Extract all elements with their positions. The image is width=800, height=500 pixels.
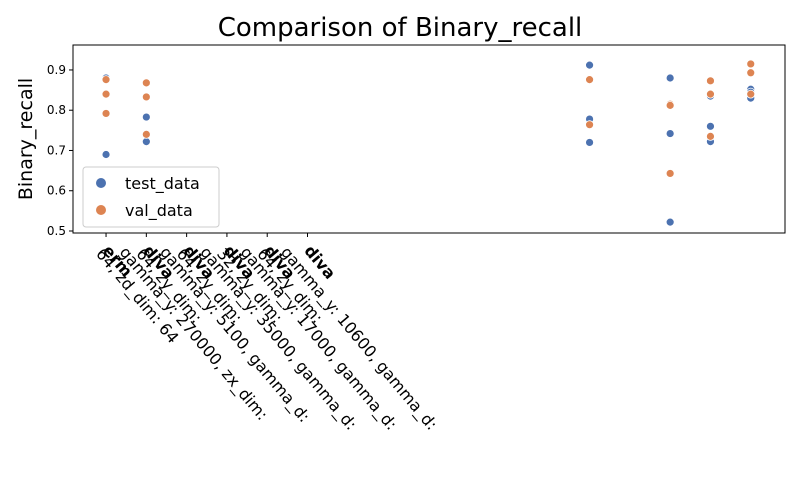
point — [585, 60, 594, 70]
point — [141, 112, 151, 122]
y-tick-label: 0.9 — [47, 63, 66, 77]
y-axis-label: Binary_recall — [15, 78, 37, 200]
point — [141, 78, 151, 88]
point — [706, 76, 715, 86]
y-tick-label: 0.6 — [47, 184, 66, 198]
y-tick-label: 0.5 — [47, 224, 66, 238]
point — [665, 129, 675, 138]
point — [706, 121, 715, 131]
point — [746, 68, 756, 78]
point — [101, 75, 111, 85]
point — [141, 137, 151, 147]
plot-frame — [72, 44, 786, 234]
point — [706, 89, 715, 99]
point — [585, 75, 594, 85]
point — [101, 150, 111, 159]
point — [101, 109, 111, 118]
point — [141, 129, 151, 139]
point — [101, 89, 111, 99]
legend-marker — [96, 205, 106, 215]
point — [585, 138, 594, 147]
point — [665, 169, 675, 178]
y-tick-label: 0.8 — [47, 103, 66, 117]
legend-label: val_data — [125, 201, 193, 221]
point — [585, 120, 594, 130]
point — [141, 92, 151, 102]
point — [665, 217, 675, 227]
point — [746, 59, 756, 69]
point — [706, 131, 715, 141]
chart-title: Comparison of Binary_recall — [218, 13, 583, 43]
legend-label: test_data — [125, 174, 200, 194]
legend-box — [82, 166, 220, 228]
point — [665, 73, 675, 83]
y-tick-label: 0.7 — [47, 143, 66, 157]
point — [665, 100, 675, 110]
point — [746, 89, 756, 99]
legend-marker — [96, 178, 106, 188]
